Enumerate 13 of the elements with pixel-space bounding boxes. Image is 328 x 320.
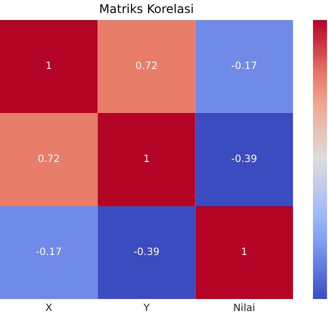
data-label: 1 <box>143 154 150 165</box>
data-label: 0.72 <box>38 154 60 165</box>
x-tick-label: Nilai <box>233 303 256 314</box>
x-tick-label: X <box>45 303 52 314</box>
chart-title: Matriks Korelasi <box>98 2 195 16</box>
data-label: -0.17 <box>36 247 62 258</box>
data-label: 1 <box>46 61 52 72</box>
data-label: -0.39 <box>231 154 258 165</box>
data-label: -0.17 <box>231 61 258 72</box>
data-label: 1 <box>240 247 248 258</box>
data-label: 0.72 <box>135 61 158 72</box>
x-tick-label: Y <box>142 303 150 314</box>
data-label: -0.39 <box>134 247 160 258</box>
